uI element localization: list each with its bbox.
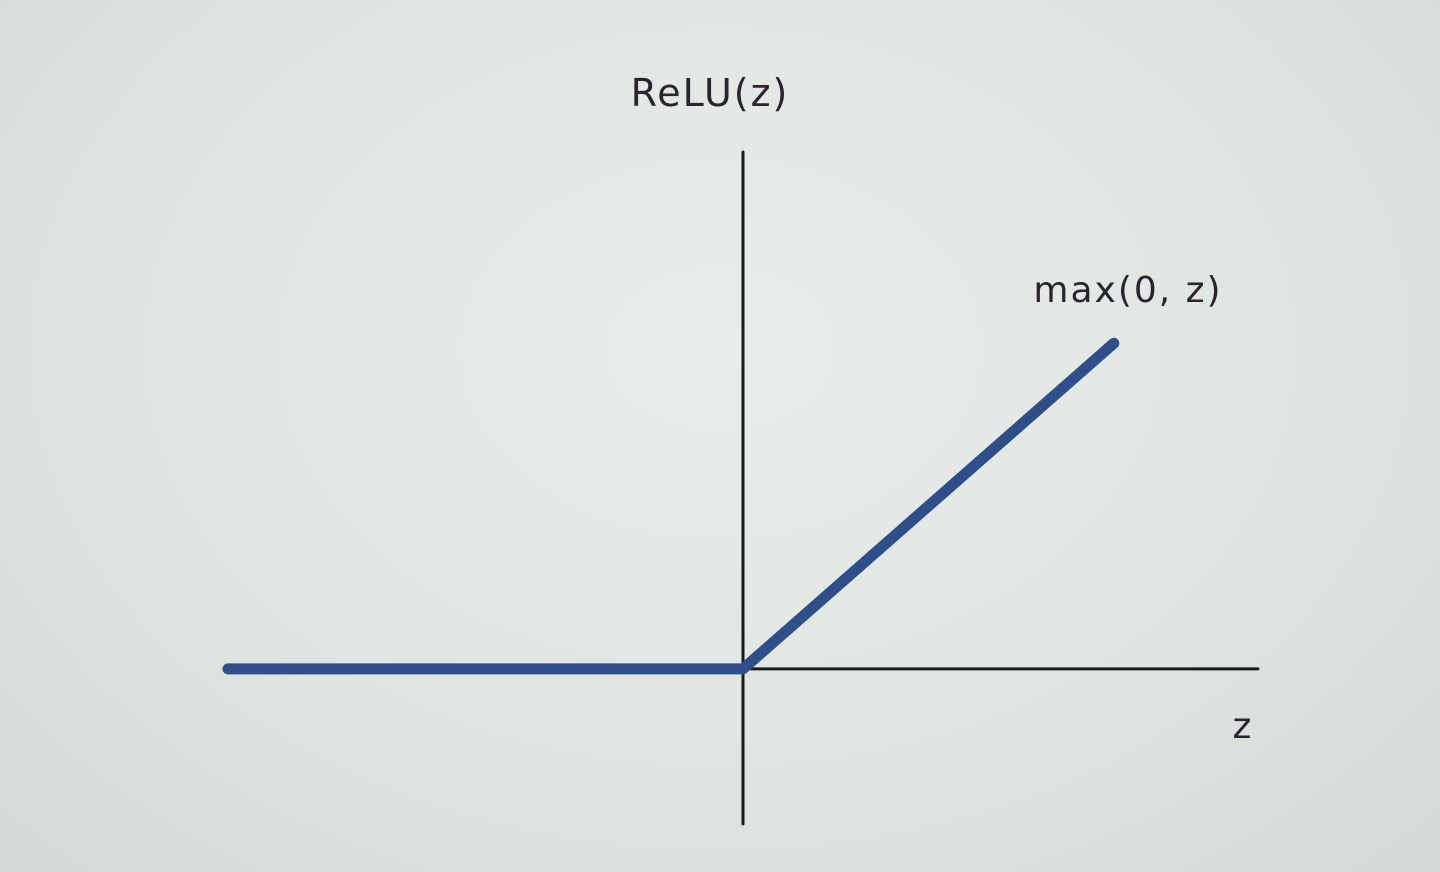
series-label: max(0, z) bbox=[1033, 270, 1222, 311]
series-line-relu bbox=[222, 337, 1120, 675]
x-axis-label: z bbox=[1233, 706, 1254, 747]
y-axis-label: ReLU(z) bbox=[631, 71, 790, 115]
